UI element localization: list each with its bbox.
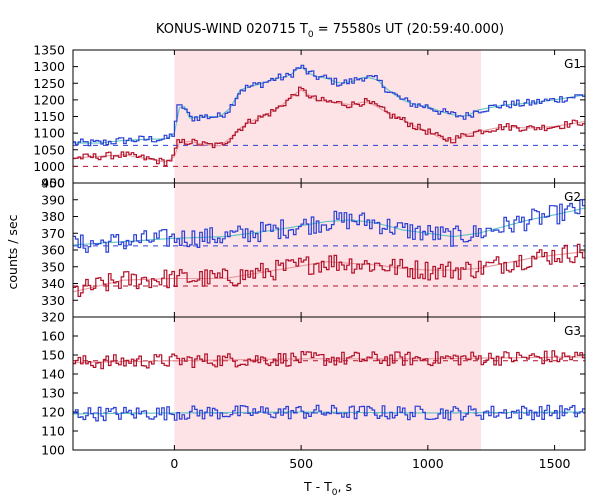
y-tick-label: 1300 — [33, 59, 65, 74]
light-curve-series — [73, 350, 585, 370]
model-curve — [73, 65, 586, 144]
panel-label-g2: G2 — [564, 190, 581, 204]
y-tick-label: 1350 — [33, 43, 65, 58]
y-tick-label: 360 — [41, 243, 65, 258]
x-axis-ticks: 0 500 1000 1500 — [170, 456, 570, 471]
panel-g3-frame — [72, 316, 586, 451]
y-tick-label: 120 — [41, 405, 65, 420]
y-tick-label: 140 — [41, 367, 65, 382]
y-tick-label: 1100 — [33, 126, 65, 141]
y-tick-label: 330 — [41, 293, 65, 308]
y-tick-label: 390 — [41, 192, 65, 207]
y-tick-label: 100 — [41, 443, 65, 458]
y-tick-label: 1200 — [33, 92, 65, 107]
x-tick-label: 1500 — [539, 456, 571, 471]
panel-label-g3: G3 — [564, 324, 581, 338]
y-tick-label: 1250 — [33, 76, 65, 91]
light-curve-series — [73, 199, 585, 253]
y-tick-label: 400 — [41, 176, 65, 191]
y-tick-label: 130 — [41, 386, 65, 401]
chart-title: KONUS-WIND 020715 T0 = 75580s UT (20:59:… — [156, 22, 504, 40]
light-curve-series — [73, 243, 585, 297]
light-curve-series — [73, 404, 585, 422]
y-tick-label: 380 — [41, 209, 65, 224]
y-tick-label: 150 — [41, 348, 65, 363]
y-tick-label: 1150 — [33, 109, 65, 124]
x-axis-label: T - T0, s — [303, 479, 352, 498]
y-tick-label: 1050 — [33, 142, 65, 157]
light-curve-series — [73, 64, 585, 147]
model-curve — [72, 207, 586, 246]
highlight-interval-g2 — [174, 183, 482, 317]
y-tick-label: 1000 — [33, 159, 65, 174]
y-tick-label: 340 — [41, 276, 65, 291]
panel-g3: 100 110 120 130 140 150 160 G3 — [41, 316, 586, 458]
y-tick-label: 370 — [41, 226, 65, 241]
y-tick-label: 350 — [41, 259, 65, 274]
x-tick-label: 0 — [170, 456, 178, 471]
x-tick-label: 1000 — [412, 456, 444, 471]
light-curve-series — [73, 86, 585, 167]
y-axis-label: counts / sec — [5, 214, 20, 289]
y-tick-label: 950 — [41, 176, 65, 191]
panel-g3-content: 100 110 120 130 140 150 160 — [41, 317, 586, 458]
y-tick-label: 320 — [41, 310, 65, 325]
panel-label-g1: G1 — [564, 57, 581, 71]
x-tick-label: 500 — [289, 456, 313, 471]
y-tick-label: 160 — [41, 329, 65, 344]
highlight-interval-g3 — [174, 317, 482, 450]
y-tick-label: 110 — [41, 424, 65, 439]
